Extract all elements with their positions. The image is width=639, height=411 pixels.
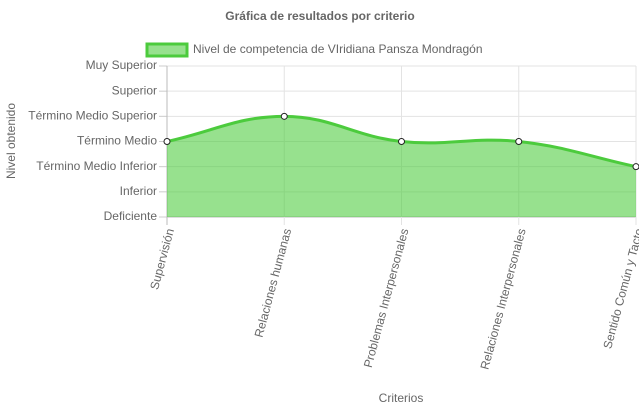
legend-label: Nivel de competencia de VIridiana Pansza…	[193, 42, 483, 56]
x-tick-label: Relaciones Interpersonales	[478, 227, 529, 371]
point	[632, 163, 639, 171]
y-axis-label: Nivel obtenido	[4, 103, 18, 179]
x-tick-label: Supervisión	[147, 227, 177, 291]
point	[163, 138, 171, 145]
x-tick-label: Relaciones humanas	[252, 227, 295, 339]
point	[398, 138, 405, 145]
chart-title: Gráfica de resultados por criterio	[225, 9, 414, 23]
point	[515, 138, 523, 145]
x-axis-label: Criterios	[379, 391, 424, 405]
y-tick-label: Inferior	[120, 184, 157, 198]
x-tick-label: Sentido Común y Tacto	[600, 227, 639, 351]
y-tick-label: Término Medio Inferior	[36, 159, 157, 173]
y-tick-label: Término Medio	[77, 134, 157, 148]
y-tick-label: Deficiente	[104, 209, 158, 223]
y-tick-label: Muy Superior	[86, 58, 157, 72]
point	[280, 112, 288, 120]
legend-swatch	[145, 42, 189, 58]
y-tick-label: Término Medio Superior	[28, 109, 157, 123]
y-tick-label: Superior	[112, 83, 157, 97]
x-tick-label: Problemas Interpersonales	[361, 227, 412, 369]
